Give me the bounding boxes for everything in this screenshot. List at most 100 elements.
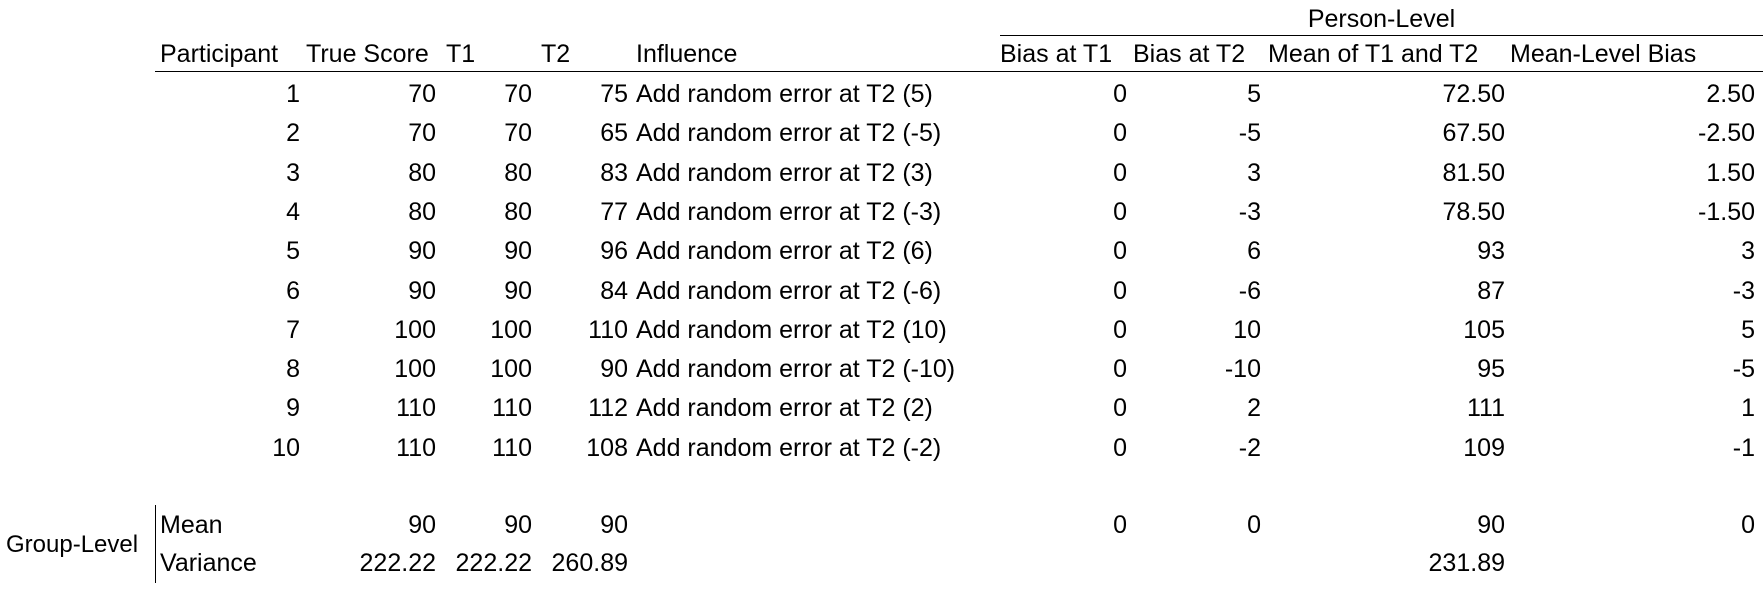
cell-bias-t2: 3 xyxy=(1247,159,1261,187)
cell-influence: Add random error at T2 (2) xyxy=(636,394,933,422)
cell-bias-t2: -6 xyxy=(1238,277,1261,305)
cell-bias-t1: 0 xyxy=(1113,159,1127,187)
cell-mean-bias: -3 xyxy=(1732,277,1755,305)
cell-mean-bias: -1 xyxy=(1732,434,1755,462)
cell-bias-t1: 0 xyxy=(1113,355,1127,383)
cell-t2: 65 xyxy=(600,119,628,147)
header-t2: T2 xyxy=(541,40,571,68)
cell-bias-t1: 0 xyxy=(1113,119,1127,147)
cell-t2: 77 xyxy=(600,198,628,226)
header-influence: Influence xyxy=(636,40,738,68)
cell-t2: 84 xyxy=(600,277,628,305)
cell-mean: 105 xyxy=(1463,316,1505,344)
cell-mean: 81.50 xyxy=(1442,159,1505,187)
cell-influence: Add random error at T2 (-2) xyxy=(636,434,942,462)
header-mean-level-bias: Mean-Level Bias xyxy=(1510,40,1697,68)
cell-t2: 112 xyxy=(588,394,628,422)
cell-participant: 5 xyxy=(286,237,300,265)
cell-t1: 80 xyxy=(504,159,532,187)
cell-true-score: 70 xyxy=(408,119,436,147)
cell-influence: Add random error at T2 (3) xyxy=(636,159,933,187)
header-t1: T1 xyxy=(446,40,476,68)
cell-influence: Add random error at T2 (-5) xyxy=(636,119,942,147)
cell-true-score: 80 xyxy=(408,198,436,226)
cell-influence: Add random error at T2 (10) xyxy=(636,316,947,344)
cell-participant: 4 xyxy=(286,198,300,226)
group-mean-bias-t2: 0 xyxy=(1247,511,1261,539)
cell-t2: 83 xyxy=(600,159,628,187)
cell-mean: 67.50 xyxy=(1442,119,1505,147)
cell-mean: 109 xyxy=(1463,434,1505,462)
cell-bias-t2: -10 xyxy=(1224,355,1261,383)
cell-bias-t2: -3 xyxy=(1238,198,1261,226)
cell-bias-t2: -5 xyxy=(1238,119,1261,147)
cell-t2: 96 xyxy=(600,237,628,265)
cell-t1: 70 xyxy=(504,119,532,147)
cell-mean: 72.50 xyxy=(1442,80,1505,108)
cell-participant: 10 xyxy=(272,434,300,462)
cell-bias-t1: 0 xyxy=(1113,434,1127,462)
cell-participant: 9 xyxy=(286,394,300,422)
cell-bias-t1: 0 xyxy=(1113,277,1127,305)
cell-mean: 78.50 xyxy=(1442,198,1505,226)
header-rule xyxy=(155,71,1763,72)
cell-bias-t2: -2 xyxy=(1238,434,1261,462)
cell-t2: 108 xyxy=(586,434,628,462)
cell-true-score: 110 xyxy=(396,434,436,462)
person-level-title: Person-Level xyxy=(1307,5,1456,33)
cell-mean-bias: 1.50 xyxy=(1706,159,1755,187)
cell-influence: Add random error at T2 (6) xyxy=(636,237,933,265)
cell-influence: Add random error at T2 (-6) xyxy=(636,277,942,305)
group-mean-mean: 90 xyxy=(1477,511,1505,539)
group-level-divider xyxy=(155,505,156,583)
cell-bias-t2: 5 xyxy=(1247,80,1261,108)
cell-participant: 2 xyxy=(286,119,300,147)
cell-t1: 110 xyxy=(492,434,532,462)
cell-participant: 8 xyxy=(286,355,300,383)
header-bias-t1: Bias at T1 xyxy=(1000,40,1113,68)
cell-bias-t2: 2 xyxy=(1247,394,1261,422)
cell-bias-t2: 10 xyxy=(1233,316,1261,344)
cell-mean-bias: -2.50 xyxy=(1698,119,1755,147)
cell-true-score: 90 xyxy=(408,237,436,265)
group-mean-label: Mean xyxy=(160,511,223,539)
header-participant: Participant xyxy=(160,40,279,68)
group-variance-label: Variance xyxy=(160,549,257,577)
cell-t1: 90 xyxy=(504,237,532,265)
group-variance-true-score: 222.22 xyxy=(359,549,436,577)
cell-t1: 100 xyxy=(490,355,532,383)
cell-participant: 3 xyxy=(286,159,300,187)
cell-bias-t1: 0 xyxy=(1113,394,1127,422)
cell-true-score: 70 xyxy=(408,80,436,108)
cell-true-score: 80 xyxy=(408,159,436,187)
cell-t1: 110 xyxy=(492,394,532,422)
cell-participant: 1 xyxy=(286,80,300,108)
cell-participant: 7 xyxy=(286,316,300,344)
cell-t1: 100 xyxy=(490,316,532,344)
cell-influence: Add random error at T2 (5) xyxy=(636,80,933,108)
cell-bias-t1: 0 xyxy=(1113,198,1127,226)
cell-t2: 75 xyxy=(600,80,628,108)
cell-t1: 90 xyxy=(504,277,532,305)
group-mean-t2: 90 xyxy=(600,511,628,539)
cell-mean: 93 xyxy=(1477,237,1505,265)
cell-bias-t1: 0 xyxy=(1113,316,1127,344)
cell-true-score: 100 xyxy=(394,316,436,344)
cell-participant: 6 xyxy=(286,277,300,305)
group-mean-true-score: 90 xyxy=(408,511,436,539)
cell-bias-t2: 6 xyxy=(1247,237,1261,265)
cell-mean: 87 xyxy=(1477,277,1505,305)
group-variance-t2: 260.89 xyxy=(551,549,628,577)
cell-mean-bias: 3 xyxy=(1741,237,1755,265)
group-mean-bias-t1: 0 xyxy=(1113,511,1127,539)
cell-t2: 90 xyxy=(600,355,628,383)
cell-true-score: 90 xyxy=(408,277,436,305)
cell-mean-bias: 1 xyxy=(1741,394,1755,422)
cell-true-score: 100 xyxy=(394,355,436,383)
group-mean-t1: 90 xyxy=(504,511,532,539)
cell-mean-bias: 2.50 xyxy=(1706,80,1755,108)
cell-influence: Add random error at T2 (-10) xyxy=(636,355,956,383)
group-level-label: Group-Level xyxy=(6,531,139,558)
cell-bias-t1: 0 xyxy=(1113,80,1127,108)
